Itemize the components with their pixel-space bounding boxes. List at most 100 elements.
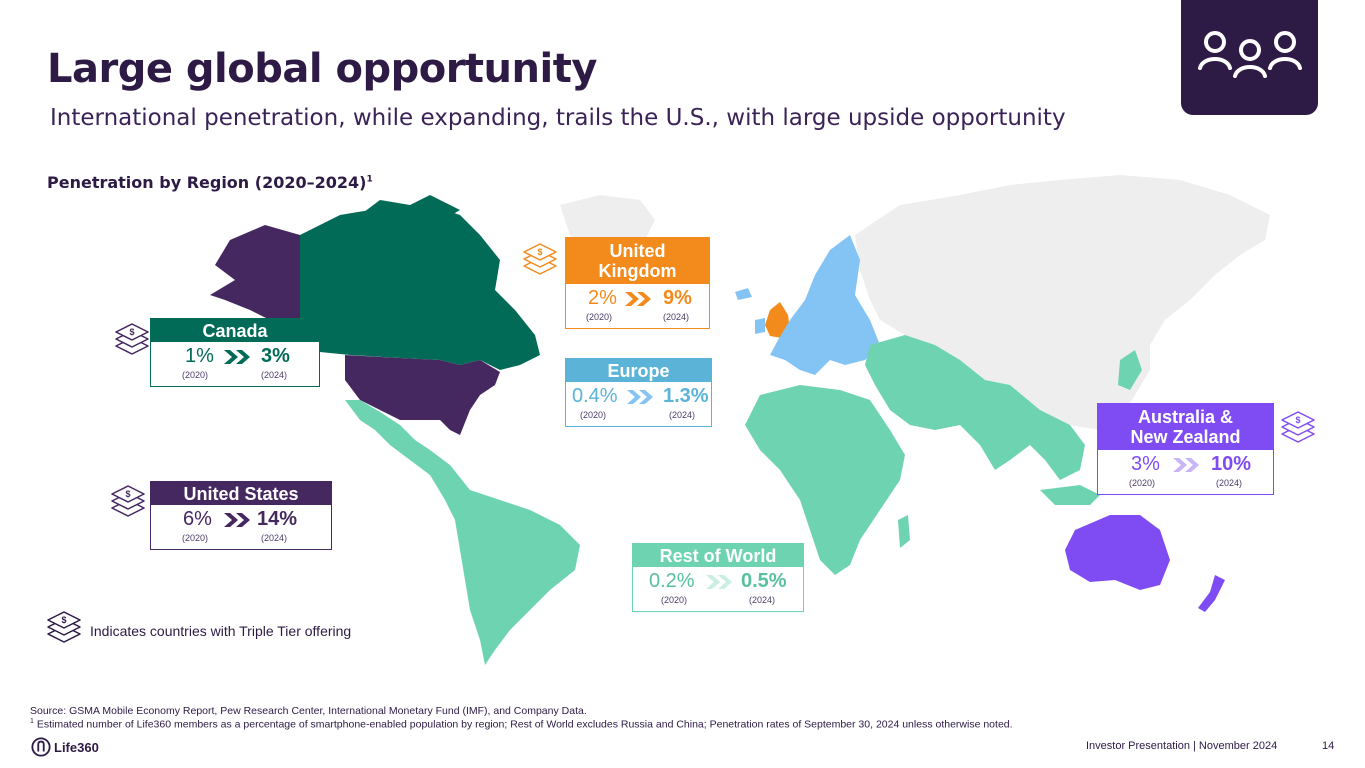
triple-tier-stack-icon: $ xyxy=(47,611,81,643)
card-anz-body: 3% 10% (2020) (2024) xyxy=(1098,450,1273,494)
map-region-canada xyxy=(300,205,540,370)
canada-2020-label: (2020) xyxy=(182,370,209,381)
europe-2024-value: 1.3% xyxy=(663,385,709,408)
rest-of-world-2020-value: 0.2% xyxy=(649,570,695,593)
map-region-africa xyxy=(745,385,905,575)
card-anz-title-line1: Australia & xyxy=(1137,407,1234,427)
us-2020-label: (2020) xyxy=(182,533,209,544)
svg-text:$: $ xyxy=(129,327,134,337)
rest-of-world-2024-value: 0.5% xyxy=(741,570,787,593)
uk-2020-label: (2020) xyxy=(586,312,613,323)
map-region-europe xyxy=(770,235,880,375)
anz-2020-value: 3% xyxy=(1131,453,1160,476)
card-europe-body: 0.4% 1.3% (2020) (2024) xyxy=(566,382,711,426)
map-region-asia-row xyxy=(865,335,1085,480)
footnote-marker: 1 xyxy=(30,718,34,725)
triple-tier-stack-icon: $ xyxy=(1281,411,1315,443)
canada-2024-value: 3% xyxy=(261,345,290,368)
triple-tier-stack-icon: $ xyxy=(523,243,557,275)
section-title: Penetration by Region (2020–2024)1 xyxy=(47,173,373,192)
canada-2024-label: (2024) xyxy=(261,370,288,381)
map-unserved-russia-china xyxy=(855,175,1270,430)
stack-icon-us: $ xyxy=(110,482,146,524)
europe-2024-label: (2024) xyxy=(669,410,696,421)
page-number: 14 xyxy=(1322,740,1335,752)
anz-2024-value: 10% xyxy=(1211,453,1252,476)
us-2020-value: 6% xyxy=(183,508,212,531)
triple-tier-stack-icon: $ xyxy=(111,485,145,517)
card-rest-of-world-title: Rest of World xyxy=(633,544,803,568)
card-uk-title-line2: Kingdom xyxy=(598,261,677,282)
map-region-ireland xyxy=(755,318,765,334)
brand-tile xyxy=(1181,0,1318,115)
chevron-right-icon xyxy=(224,350,250,365)
card-uk-body: 2% 9% (2020) (2024) xyxy=(566,284,709,328)
uk-2024-label: (2024) xyxy=(663,312,690,323)
map-region-australia xyxy=(1065,515,1170,590)
map-region-iceland xyxy=(735,288,752,300)
card-us: United States 6% 14% (2020) (2024) xyxy=(150,481,332,551)
svg-text:$: $ xyxy=(125,489,130,499)
stack-icon-anz: $ xyxy=(1280,408,1316,450)
rest-of-world-2020-label: (2020) xyxy=(661,595,688,606)
life360-logo-icon xyxy=(31,737,51,757)
legend-stack-icon: $ xyxy=(46,608,82,650)
card-canada-title: Canada xyxy=(151,319,319,343)
us-2024-label: (2024) xyxy=(261,533,288,544)
card-us-title: United States xyxy=(151,482,331,506)
people-group-icon xyxy=(1198,31,1302,78)
card-canada-body: 1% 3% (2020) (2024) xyxy=(151,342,319,386)
card-anz-title-line2: New Zealand xyxy=(1130,427,1241,448)
card-uk-title: United Kingdom xyxy=(566,238,709,285)
europe-2020-value: 0.4% xyxy=(572,385,618,408)
stack-icon-uk: $ xyxy=(522,240,558,282)
svg-text:$: $ xyxy=(1295,415,1300,425)
chevron-right-icon xyxy=(625,292,651,307)
source-note: Source: GSMA Mobile Economy Report, Pew … xyxy=(30,705,587,717)
card-rest-of-world: Rest of World 0.2% 0.5% (2020) (2024) xyxy=(632,543,804,613)
chevron-right-icon xyxy=(224,513,250,528)
page-title: Large global opportunity xyxy=(47,46,597,92)
card-europe-title: Europe xyxy=(566,359,711,383)
map-region-indonesia xyxy=(1040,485,1100,505)
footer-presentation-label: Investor Presentation | November 2024 xyxy=(1086,740,1278,752)
svg-text:$: $ xyxy=(61,615,66,625)
card-uk-title-line1: United xyxy=(609,241,666,261)
svg-text:$: $ xyxy=(537,247,542,257)
anz-2020-label: (2020) xyxy=(1129,478,1156,489)
europe-2020-label: (2020) xyxy=(580,410,607,421)
map-region-canada-islands xyxy=(360,195,460,224)
card-anz: Australia & New Zealand 3% 10% (2020) (2… xyxy=(1097,403,1274,496)
footnote-text: Estimated number of Life360 members as a… xyxy=(33,718,1013,731)
map-region-new-zealand xyxy=(1198,575,1225,612)
map-region-latin-america xyxy=(345,400,580,665)
legend-text: Indicates countries with Triple Tier off… xyxy=(90,623,352,639)
map-region-alaska xyxy=(210,225,300,330)
card-uk: United Kingdom 2% 9% (2020) (2024) xyxy=(565,237,710,330)
chevron-right-icon xyxy=(627,390,653,405)
canada-2020-value: 1% xyxy=(185,345,214,368)
stack-icon-canada: $ xyxy=(114,320,150,362)
card-us-body: 6% 14% (2020) (2024) xyxy=(151,505,331,549)
card-anz-title: Australia & New Zealand xyxy=(1098,404,1273,451)
us-2024-value: 14% xyxy=(257,508,298,531)
chevron-right-icon xyxy=(706,575,732,590)
section-title-footnote-marker: 1 xyxy=(366,174,373,185)
rest-of-world-2024-label: (2024) xyxy=(749,595,776,606)
chevron-right-icon xyxy=(1173,458,1199,473)
map-region-japan xyxy=(1118,350,1142,390)
footnote: 1 Estimated number of Life360 members as… xyxy=(30,718,1013,731)
anz-2024-label: (2024) xyxy=(1216,478,1243,489)
life360-logo-text: Life360 xyxy=(54,740,99,755)
triple-tier-stack-icon: $ xyxy=(115,323,149,355)
map-region-uk xyxy=(765,302,790,338)
map-region-madagascar xyxy=(898,515,910,548)
page-subtitle: International penetration, while expandi… xyxy=(50,105,1066,131)
uk-2020-value: 2% xyxy=(588,287,617,310)
card-europe: Europe 0.4% 1.3% (2020) (2024) xyxy=(565,358,712,428)
card-canada: Canada 1% 3% (2020) (2024) xyxy=(150,318,320,388)
uk-2024-value: 9% xyxy=(663,287,692,310)
card-rest-of-world-body: 0.2% 0.5% (2020) (2024) xyxy=(633,567,803,611)
map-region-us xyxy=(345,355,500,435)
